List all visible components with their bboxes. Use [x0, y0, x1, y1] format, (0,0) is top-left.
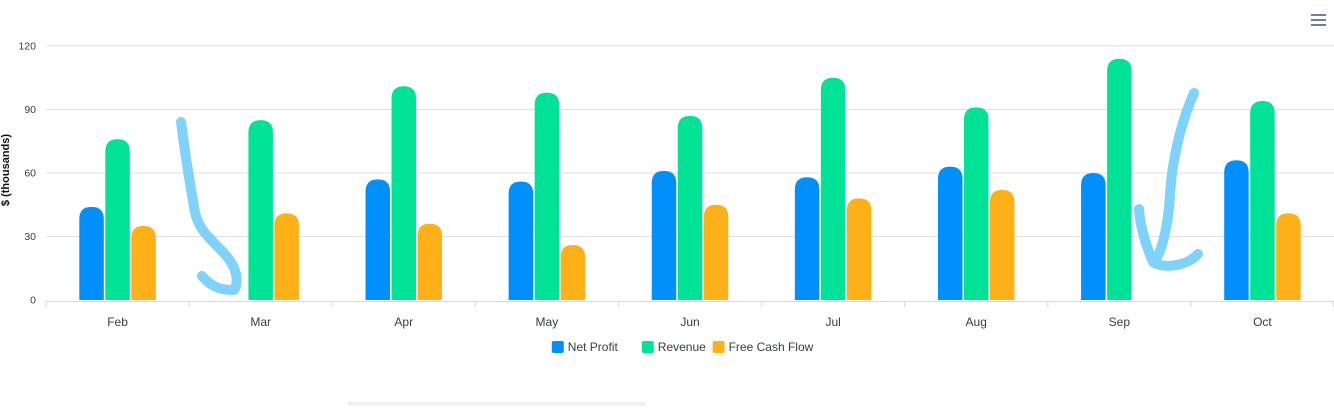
x-tick-label: Sep — [1109, 315, 1131, 329]
bar-revenue[interactable] — [105, 139, 130, 300]
legend-label: Net Profit — [568, 340, 619, 354]
legend-item-free-cash-flow[interactable]: Free Cash Flow — [712, 340, 814, 354]
bar-net-profit[interactable] — [79, 206, 104, 300]
bar-free-cash-flow[interactable] — [274, 213, 299, 300]
y-tick-label: 60 — [24, 168, 36, 180]
bar-revenue[interactable] — [677, 115, 703, 300]
scroll-shadow — [348, 402, 646, 406]
y-tick-label: 120 — [18, 41, 36, 53]
bar-revenue[interactable] — [963, 107, 989, 300]
legend-marker — [641, 341, 654, 353]
y-tick-label: 0 — [30, 295, 36, 307]
legend-item-revenue[interactable]: Revenue — [641, 340, 706, 354]
x-tick-label: Jul — [825, 315, 840, 329]
bar-revenue[interactable] — [248, 120, 273, 300]
bar-net-profit[interactable] — [508, 181, 534, 300]
bar-net-profit[interactable] — [1081, 173, 1106, 300]
legend-marker — [712, 341, 725, 353]
hand-drawn-arrow-left — [176, 117, 242, 295]
y-axis: $ (thousands) 0 30 60 90 120 — [0, 41, 36, 307]
bar-free-cash-flow[interactable] — [131, 225, 156, 300]
bar-revenue[interactable] — [534, 92, 560, 300]
legend-label: Free Cash Flow — [729, 340, 814, 354]
x-tick-label: Feb — [107, 315, 128, 329]
y-tick-label: 90 — [24, 104, 36, 116]
bar-revenue[interactable] — [1107, 58, 1132, 301]
hand-drawn-arrow-right — [1134, 88, 1203, 271]
bar-net-profit[interactable] — [794, 177, 820, 300]
x-tick-label: Jun — [680, 315, 699, 329]
bar-revenue[interactable] — [391, 86, 417, 300]
bar-net-profit[interactable] — [651, 170, 677, 300]
bar-free-cash-flow[interactable] — [846, 198, 872, 300]
x-tick-label: May — [536, 315, 559, 329]
bar-free-cash-flow[interactable] — [989, 189, 1015, 300]
x-axis: Feb Mar Apr May Jun Jul Aug Sep Oct — [45, 301, 1334, 329]
bar-free-cash-flow[interactable] — [1276, 213, 1301, 300]
bar-revenue[interactable] — [1250, 101, 1275, 301]
x-tick-label: Apr — [394, 315, 413, 329]
hand-drawn-arrows — [176, 88, 1203, 295]
bar-net-profit[interactable] — [365, 179, 391, 300]
bar-net-profit[interactable] — [1224, 160, 1249, 300]
legend-marker — [551, 341, 564, 353]
bar-free-cash-flow[interactable] — [560, 244, 586, 300]
x-tick-label: Oct — [1253, 315, 1272, 329]
bar-net-profit[interactable] — [937, 166, 963, 300]
bars-layer — [79, 58, 1301, 301]
bar-revenue[interactable] — [820, 77, 846, 300]
x-tick-label: Mar — [250, 315, 271, 329]
legend-label: Revenue — [658, 340, 706, 354]
bar-free-cash-flow[interactable] — [703, 204, 729, 300]
bar-free-cash-flow[interactable] — [417, 223, 443, 300]
legend: Net Profit Revenue Free Cash Flow — [551, 340, 814, 354]
x-tick-label: Aug — [966, 315, 987, 329]
legend-item-net-profit[interactable]: Net Profit — [551, 340, 619, 354]
y-axis-title: $ (thousands) — [0, 134, 12, 206]
y-tick-label: 30 — [24, 231, 36, 243]
hamburger-menu-icon — [1311, 14, 1326, 26]
chart-menu-button[interactable] — [1306, 6, 1334, 30]
